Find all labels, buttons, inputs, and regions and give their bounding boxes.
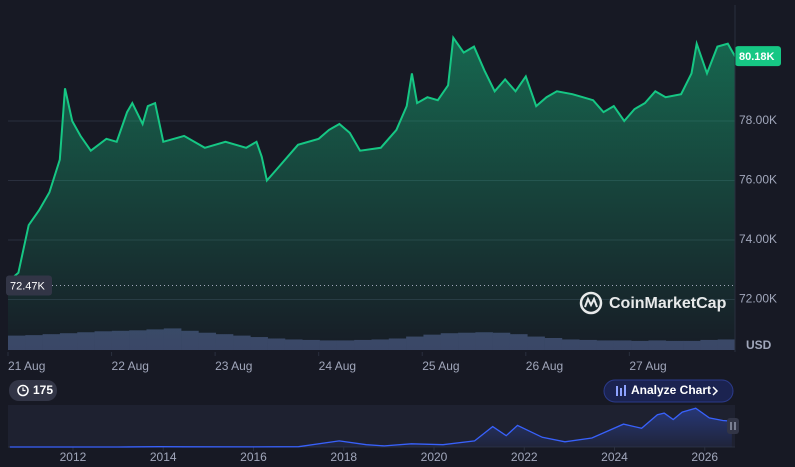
nav-x-tick-label: 2016	[240, 450, 267, 464]
nav-x-tick-label: 2018	[330, 450, 357, 464]
x-tick-label: 26 Aug	[526, 359, 563, 373]
nav-x-tick-label: 2026	[691, 450, 718, 464]
x-tick-label: 25 Aug	[422, 359, 459, 373]
pause-button[interactable]	[727, 418, 739, 434]
range-button[interactable]: 175	[9, 380, 57, 401]
low-badge	[6, 275, 52, 296]
y-tick-label: 74.00K	[739, 232, 777, 246]
nav-line	[9, 407, 732, 448]
low-label: 72.47K	[10, 280, 46, 292]
nav-area	[9, 408, 732, 447]
nav-x-tick-label: 2022	[511, 450, 538, 464]
watermark: CoinMarketCap	[579, 291, 727, 315]
watermark-text: CoinMarketCap	[609, 295, 727, 312]
nav-x-tick-label: 2024	[601, 450, 628, 464]
y-unit: USD	[746, 338, 772, 352]
analyze-button-label[interactable]: Analyze Chart	[631, 383, 711, 397]
nav-x-tick-label: 2012	[60, 450, 87, 464]
x-tick-label: 23 Aug	[215, 359, 252, 373]
analyze-button[interactable]: Analyze Chart	[603, 379, 734, 403]
x-tick-label: 24 Aug	[319, 359, 356, 373]
y-tick-label: 78.00K	[739, 113, 777, 127]
price-area	[8, 37, 735, 350]
nav-x-tick-label: 2020	[421, 450, 448, 464]
price-line	[7, 34, 736, 283]
y-tick-label: 76.00K	[739, 173, 777, 187]
x-tick-label: 22 Aug	[112, 359, 149, 373]
nav-x-tick-label: 2014	[150, 450, 177, 464]
current-price-label: 80.18K	[739, 51, 775, 63]
main-plot: 72.00K 74.00K 76.00K 78.00K 21 Aug 22 Aug 23 A…	[6, 34, 781, 373]
x-tick-label: 27 Aug	[629, 359, 666, 373]
range-button-label[interactable]: 175	[33, 383, 53, 397]
current-price-badge	[735, 46, 781, 67]
navigator: 2012 2014 2016 2018 2020 2022 2024 2026	[8, 405, 735, 464]
y-tick-label: 72.00K	[739, 292, 777, 306]
x-tick-label: 21 Aug	[8, 359, 45, 373]
